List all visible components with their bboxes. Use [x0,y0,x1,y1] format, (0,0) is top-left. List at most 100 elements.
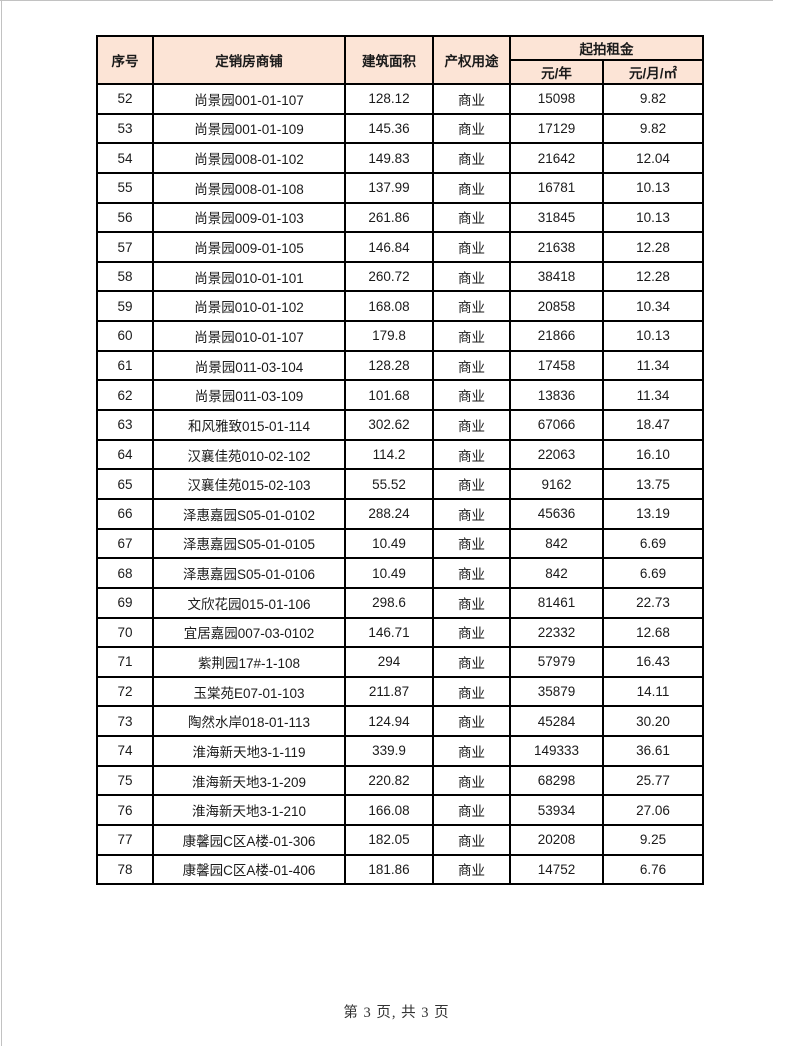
cell-shop-name: 尚景园010-01-107 [152,320,346,352]
cell-seq-no: 66 [96,497,154,530]
cell-use: 商业 [432,794,511,827]
cell-use: 商业 [432,379,511,412]
cell-area: 137.99 [344,171,434,204]
cell-seq-no: 58 [96,260,154,293]
table-row: 77 康馨园C区A楼-01-306 182.05 商业 20208 9.25 [96,824,704,856]
cell-use: 商业 [432,171,511,204]
cell-area: 128.12 [344,83,434,115]
cell-rent-per-year: 17129 [509,112,604,145]
cell-rent-per-year: 13836 [509,379,604,412]
cell-rent-per-year: 842 [509,527,604,560]
cell-rent-per-year: 35879 [509,675,604,708]
cell-area: 146.84 [344,231,434,263]
cell-rent-per-month: 6.69 [602,527,704,560]
cell-rent-per-year: 21866 [509,320,604,352]
cell-rent-per-year: 53934 [509,794,604,827]
cell-use: 商业 [432,527,511,560]
cell-rent-per-month: 10.13 [602,320,704,352]
cell-seq-no: 68 [96,557,154,589]
cell-shop-name: 淮海新天地3-1-210 [152,794,346,827]
cell-rent-per-month: 9.82 [602,112,704,145]
cell-area: 10.49 [344,557,434,589]
cell-rent-per-year: 14752 [509,853,604,886]
cell-shop-name: 宜居嘉园007-03-0102 [152,616,346,649]
cell-use: 商业 [432,260,511,293]
cell-rent-per-year: 21642 [509,142,604,174]
cell-seq-no: 52 [96,83,154,115]
table-row: 57 尚景园009-01-105 146.84 商业 21638 12.28 [96,231,704,263]
cell-seq-no: 74 [96,735,154,767]
cell-rent-per-month: 11.34 [602,349,704,382]
cell-use: 商业 [432,675,511,708]
cell-rent-per-month: 6.76 [602,853,704,886]
cell-seq-no: 75 [96,764,154,797]
table-row: 66 泽惠嘉园S05-01-0102 288.24 商业 45636 13.19 [96,497,704,530]
cell-rent-per-month: 16.43 [602,646,704,678]
header-rent-per-year: 元/年 [509,59,604,85]
table-row: 54 尚景园008-01-102 149.83 商业 21642 12.04 [96,142,704,174]
cell-seq-no: 71 [96,646,154,678]
cell-rent-per-month: 13.75 [602,468,704,500]
table-row: 73 陶然水岸018-01-113 124.94 商业 45284 30.20 [96,705,704,738]
cell-shop-name: 康馨园C区A楼-01-306 [152,824,346,856]
table-row: 58 尚景园010-01-101 260.72 商业 38418 12.28 [96,260,704,293]
cell-rent-per-year: 20858 [509,290,604,323]
cell-rent-per-year: 16781 [509,171,604,204]
cell-area: 302.62 [344,409,434,441]
cell-rent-per-month: 25.77 [602,764,704,797]
cell-seq-no: 57 [96,231,154,263]
cell-shop-name: 泽惠嘉园S05-01-0105 [152,527,346,560]
cell-area: 114.2 [344,438,434,471]
cell-seq-no: 59 [96,290,154,323]
cell-use: 商业 [432,764,511,797]
cell-rent-per-year: 21638 [509,231,604,263]
cell-use: 商业 [432,349,511,382]
cell-shop-name: 尚景园008-01-108 [152,171,346,204]
cell-shop-name: 淮海新天地3-1-209 [152,764,346,797]
page-border-left [1,0,2,1046]
cell-rent-per-month: 11.34 [602,379,704,412]
table-row: 68 泽惠嘉园S05-01-0106 10.49 商业 842 6.69 [96,557,704,589]
cell-area: 220.82 [344,764,434,797]
cell-rent-per-year: 9162 [509,468,604,500]
table-row: 75 淮海新天地3-1-209 220.82 商业 68298 25.77 [96,764,704,797]
cell-use: 商业 [432,705,511,738]
cell-rent-per-year: 38418 [509,260,604,293]
table-row: 76 淮海新天地3-1-210 166.08 商业 53934 27.06 [96,794,704,827]
cell-shop-name: 尚景园010-01-101 [152,260,346,293]
cell-use: 商业 [432,586,511,619]
table-body: 52 尚景园001-01-107 128.12 商业 15098 9.82 53… [96,83,704,886]
cell-shop-name: 尚景园009-01-105 [152,231,346,263]
cell-seq-no: 69 [96,586,154,619]
cell-area: 146.71 [344,616,434,649]
cell-rent-per-month: 14.11 [602,675,704,708]
header-area: 建筑面积 [344,35,434,85]
cell-rent-per-year: 842 [509,557,604,589]
table-row: 72 玉棠苑E07-01-103 211.87 商业 35879 14.11 [96,675,704,708]
cell-rent-per-year: 31845 [509,201,604,234]
cell-use: 商业 [432,320,511,352]
cell-rent-per-month: 22.73 [602,586,704,619]
cell-seq-no: 76 [96,794,154,827]
cell-use: 商业 [432,438,511,471]
cell-seq-no: 65 [96,468,154,500]
cell-seq-no: 77 [96,824,154,856]
cell-shop-name: 尚景园009-01-103 [152,201,346,234]
cell-use: 商业 [432,497,511,530]
cell-use: 商业 [432,735,511,767]
cell-shop-name: 紫荆园17#-1-108 [152,646,346,678]
cell-rent-per-month: 10.34 [602,290,704,323]
cell-use: 商业 [432,112,511,145]
cell-rent-per-year: 57979 [509,646,604,678]
cell-rent-per-month: 16.10 [602,438,704,471]
cell-rent-per-month: 9.25 [602,824,704,856]
cell-area: 101.68 [344,379,434,412]
cell-rent-per-year: 45636 [509,497,604,530]
cell-seq-no: 60 [96,320,154,352]
cell-rent-per-year: 45284 [509,705,604,738]
cell-rent-per-year: 20208 [509,824,604,856]
cell-rent-per-month: 10.13 [602,171,704,204]
cell-seq-no: 63 [96,409,154,441]
cell-seq-no: 70 [96,616,154,649]
cell-shop-name: 汉襄佳苑010-02-102 [152,438,346,471]
